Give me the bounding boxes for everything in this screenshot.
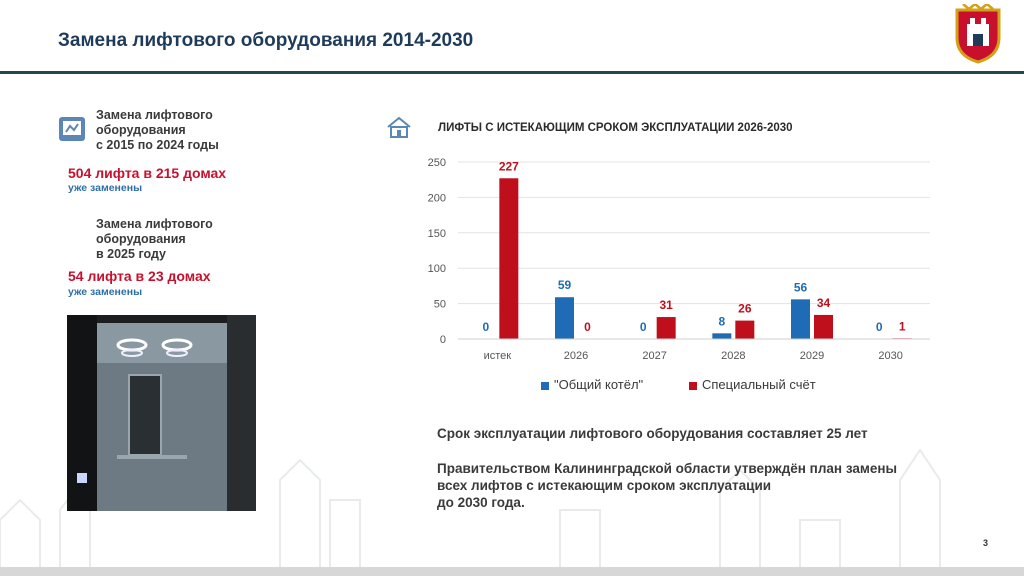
data-label: 26 bbox=[738, 302, 752, 316]
x-tick-label: истек bbox=[484, 350, 512, 362]
data-label: 1 bbox=[899, 319, 906, 333]
block1-caption-line: Замена лифтового bbox=[96, 108, 213, 122]
block1-caption-line: оборудования bbox=[96, 123, 186, 137]
note-plan-line: до 2030 года. bbox=[437, 495, 525, 510]
data-label: 56 bbox=[794, 280, 808, 294]
x-tick-label: 2027 bbox=[642, 350, 666, 362]
x-tick-label: 2030 bbox=[878, 350, 902, 362]
data-label: 0 bbox=[584, 320, 591, 334]
block1-highlight: 504 лифта в 215 домах bbox=[68, 165, 227, 181]
elevator-replacement-icon bbox=[59, 117, 85, 141]
note-plan-line: всех лифтов с истекающим сроком эксплуат… bbox=[437, 478, 772, 493]
bar bbox=[814, 314, 833, 339]
block1-status: уже заменены bbox=[68, 182, 143, 194]
data-label: 8 bbox=[718, 314, 725, 328]
title-divider bbox=[0, 71, 1024, 74]
bar bbox=[656, 317, 676, 339]
data-label: 0 bbox=[640, 320, 647, 334]
legend-swatch-red bbox=[689, 381, 697, 390]
bar bbox=[555, 297, 574, 339]
data-label: 59 bbox=[558, 278, 572, 292]
block2-caption: Замена лифтового оборудования в 2025 год… bbox=[96, 217, 213, 262]
x-tick-label: 2026 bbox=[564, 350, 588, 362]
block2-status: уже заменены bbox=[68, 286, 143, 298]
bar-chart: 0501001502002500227истек5902026031202782… bbox=[428, 157, 930, 362]
legend-swatch-blue bbox=[541, 381, 549, 390]
legend-item-obshchiy-kotel: "Общий котёл" bbox=[541, 377, 643, 392]
y-tick-label: 0 bbox=[440, 334, 446, 346]
y-tick-label: 250 bbox=[428, 157, 446, 169]
note-plan-line: Правительством Калининградской области у… bbox=[437, 461, 898, 476]
legend-label: Специальный счёт bbox=[702, 377, 816, 392]
bar bbox=[499, 178, 519, 339]
x-tick-label: 2028 bbox=[721, 350, 745, 362]
page-number: 3 bbox=[983, 538, 989, 548]
y-tick-label: 50 bbox=[434, 299, 446, 311]
data-label: 0 bbox=[482, 320, 489, 334]
block1-caption-line: с 2015 по 2024 годы bbox=[96, 138, 219, 152]
bottom-bar bbox=[0, 567, 1024, 576]
chart-title: ЛИФТЫ С ИСТЕКАЮЩИМ СРОКОМ ЭКСПЛУАТАЦИИ 2… bbox=[438, 122, 793, 134]
block2-highlight: 54 лифта в 23 домах bbox=[68, 268, 211, 284]
block2-caption-line: Замена лифтового bbox=[96, 217, 213, 231]
block1-caption: Замена лифтового оборудования с 2015 по … bbox=[96, 108, 219, 153]
data-label: 0 bbox=[876, 320, 883, 334]
slide-title: Замена лифтового оборудования 2014-2030 bbox=[58, 30, 474, 51]
coat-of-arms-icon bbox=[955, 4, 1001, 64]
note-service-life: Срок эксплуатации лифтового оборудования… bbox=[437, 426, 868, 441]
elevator-interior-image bbox=[67, 315, 256, 511]
data-label: 34 bbox=[817, 296, 831, 310]
y-tick-label: 200 bbox=[428, 192, 446, 204]
legend-item-special-account: Специальный счёт bbox=[689, 377, 816, 392]
bar bbox=[712, 333, 732, 339]
block2-caption-line: в 2025 году bbox=[96, 247, 166, 261]
block2-caption-line: оборудования bbox=[96, 232, 186, 246]
data-label: 31 bbox=[659, 298, 673, 312]
x-tick-label: 2029 bbox=[800, 350, 824, 362]
data-label: 227 bbox=[499, 159, 519, 173]
bar bbox=[735, 320, 755, 339]
legend-label: "Общий котёл" bbox=[554, 377, 644, 392]
house-icon bbox=[387, 116, 411, 138]
bar bbox=[791, 299, 810, 339]
y-tick-label: 100 bbox=[428, 263, 446, 275]
y-tick-label: 150 bbox=[428, 228, 446, 240]
